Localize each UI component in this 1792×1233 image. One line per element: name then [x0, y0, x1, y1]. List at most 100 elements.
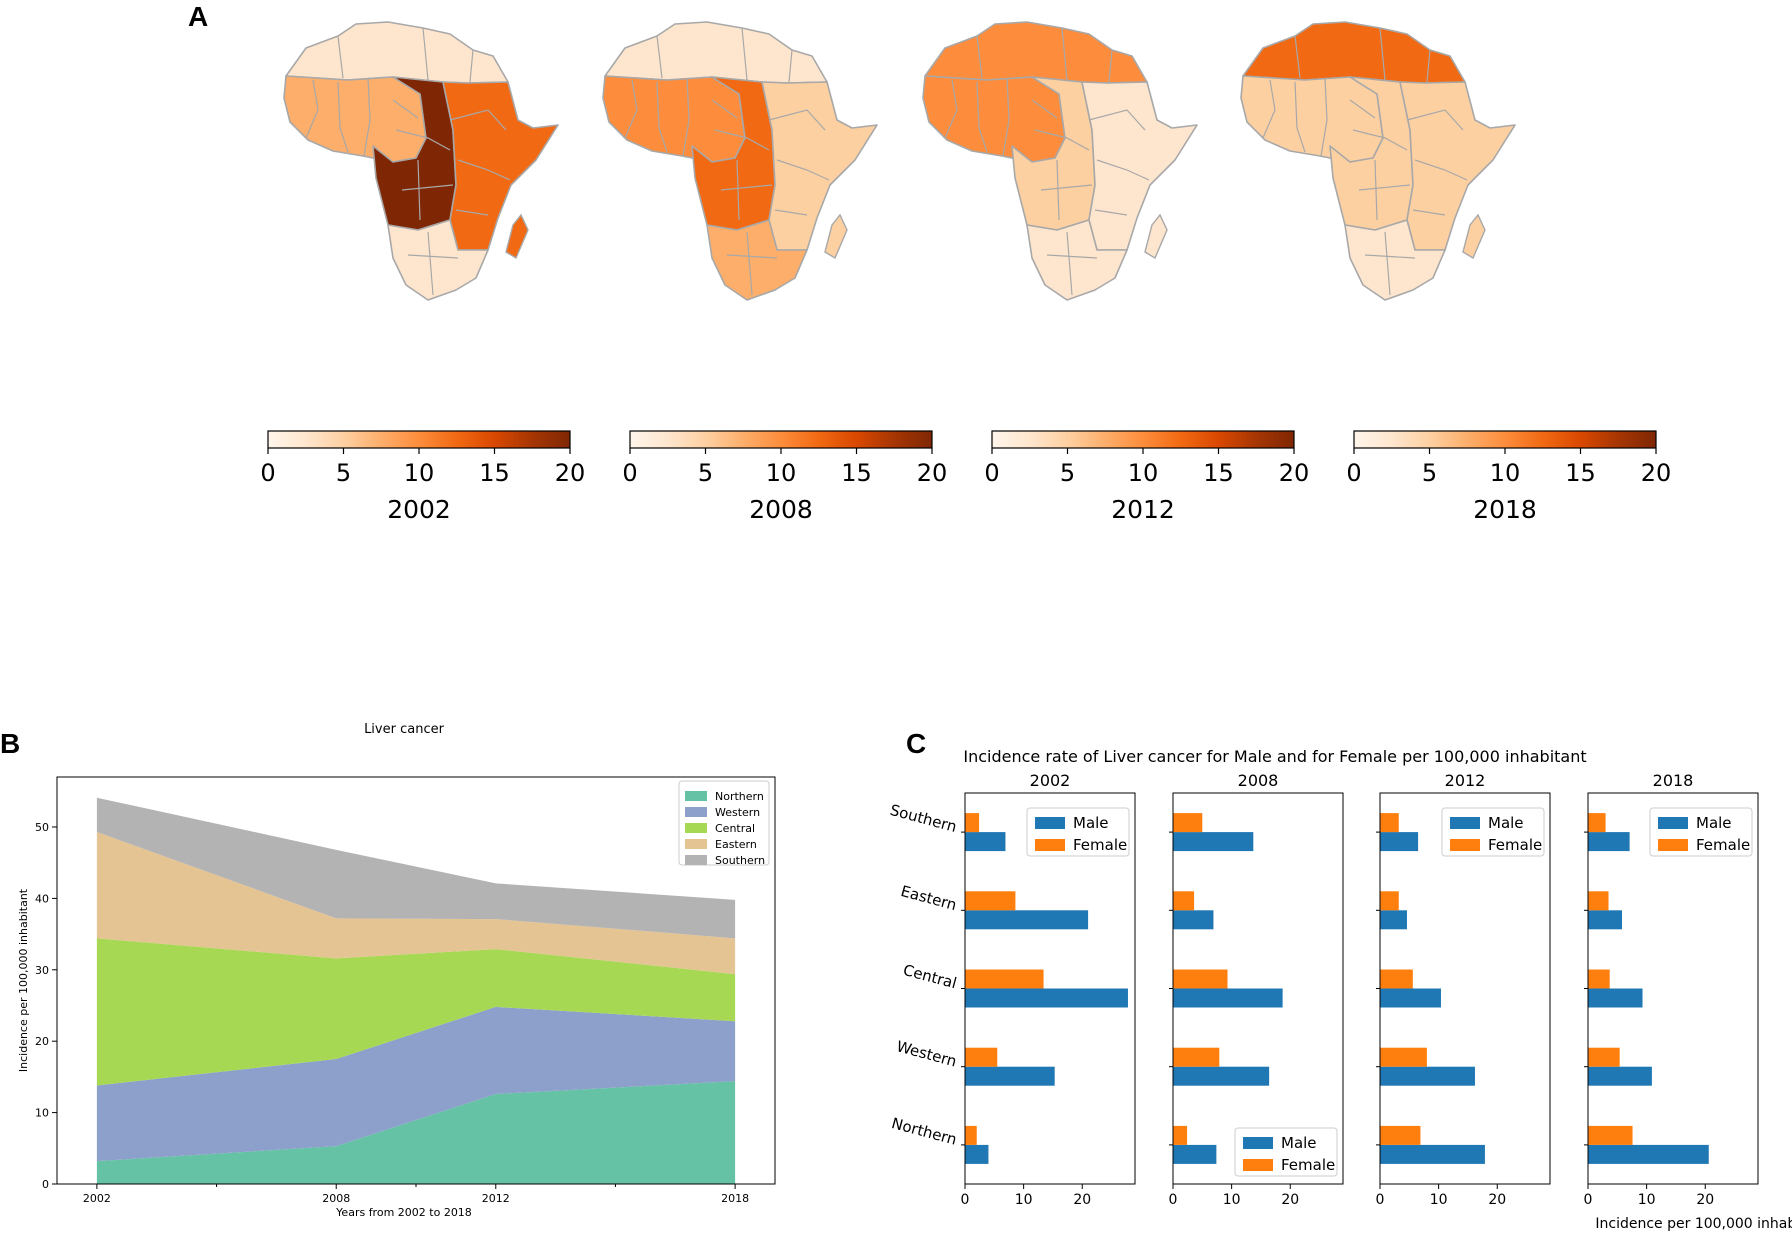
country-border — [395, 129, 451, 151]
bar-male-northern — [1173, 1144, 1217, 1164]
category-label-eastern: Eastern — [899, 882, 959, 914]
country-border — [1108, 49, 1113, 83]
colorbar-2008: 0 5 10 15 20 2008 — [622, 430, 948, 524]
country-border — [1046, 254, 1098, 259]
colorbar-2002: 0 5 10 15 20 2002 — [260, 430, 586, 524]
x-tick-label: 10 — [1223, 1192, 1241, 1208]
country-border — [944, 79, 958, 139]
country-border — [337, 35, 344, 79]
bar-male-eastern — [1380, 910, 1407, 930]
colorbar-tick-label: 20 — [555, 459, 586, 487]
country-border — [417, 159, 421, 221]
bar-female-southern — [1173, 813, 1203, 833]
country-border — [1034, 129, 1090, 151]
country-border — [741, 27, 748, 81]
country-border — [1294, 35, 1301, 79]
region-eastern — [442, 81, 559, 251]
legend-label-central: Central — [715, 822, 755, 835]
category-label-northern: Northern — [890, 1114, 959, 1149]
country-border — [768, 109, 826, 131]
legend-label-female: Female — [1488, 836, 1542, 854]
country-border — [1094, 209, 1128, 216]
panel-label-a: A — [188, 1, 208, 32]
x-tick-label: 10 — [1638, 1192, 1656, 1208]
region-northern — [1242, 21, 1466, 84]
country-border — [1002, 77, 1010, 157]
country-border — [305, 79, 319, 139]
country-border — [726, 254, 778, 259]
area-northern — [96, 1081, 736, 1184]
country-border — [1364, 254, 1416, 259]
region-western — [283, 75, 427, 163]
legend-swatch-female — [1243, 1159, 1273, 1171]
x-axis-label: Incidence per 100,000 inhabitant — [1595, 1216, 1792, 1232]
y-tick-label: 0 — [42, 1178, 49, 1191]
colorbar-tick-label: 10 — [1128, 459, 1159, 487]
legend-label-female: Female — [1696, 836, 1750, 854]
country-border — [711, 99, 738, 119]
africa-map-2012 — [922, 21, 1198, 301]
bar-male-eastern — [1173, 910, 1214, 930]
category-label-western: Western — [895, 1037, 959, 1070]
legend-swatch-female — [1658, 839, 1688, 851]
area-central — [96, 938, 736, 1086]
area-western — [96, 1006, 736, 1162]
colorbar-tick-label: 0 — [984, 459, 999, 487]
bar-female-southern — [965, 813, 980, 833]
colorbar-tick-label: 5 — [1422, 459, 1437, 487]
country-border — [1384, 231, 1391, 296]
bar-male-southern — [1380, 832, 1419, 852]
bar-female-southern — [1588, 813, 1606, 833]
country-border — [1414, 159, 1468, 181]
country-border — [1374, 159, 1378, 221]
colorbar-gradient — [267, 430, 571, 449]
bar-male-western — [965, 1066, 1055, 1086]
legend-swatch-central — [685, 823, 707, 833]
colorbar-gradient — [991, 430, 1295, 449]
region-eastern — [1081, 81, 1198, 251]
y-tick-label: 20 — [35, 1035, 49, 1048]
colorbar-tick-label: 20 — [917, 459, 948, 487]
region-madagascar — [1144, 213, 1168, 260]
y-tick-label: 30 — [35, 964, 49, 977]
legend-swatch-male — [1658, 817, 1688, 829]
region-madagascar — [824, 213, 848, 260]
country-border — [720, 184, 773, 191]
region-western — [1240, 75, 1384, 163]
africa-map-2018 — [1240, 21, 1516, 301]
country-border — [788, 49, 793, 83]
country-border — [1412, 209, 1446, 216]
country-border — [449, 109, 507, 131]
colorbar-year-label: 2002 — [387, 495, 451, 524]
colorbar-tick-label: 15 — [479, 459, 510, 487]
y-tick-label: 10 — [35, 1107, 49, 1120]
panel-year-title: 2002 — [1030, 771, 1071, 790]
legend-swatch-western — [685, 807, 707, 817]
y-axis-label: Incidence per 100,000 inhabitant — [17, 888, 30, 1072]
country-border — [656, 35, 663, 79]
bar-male-western — [1173, 1066, 1270, 1086]
panel-year-title: 2018 — [1653, 771, 1694, 790]
bar-female-eastern — [1173, 891, 1195, 911]
country-border — [363, 77, 371, 157]
bar-female-eastern — [965, 891, 1016, 911]
bar-female-central — [1380, 969, 1413, 989]
country-border — [422, 27, 429, 81]
colorbar-tick-label: 15 — [1203, 459, 1234, 487]
africa-map-2008 — [602, 21, 878, 301]
country-border — [736, 159, 740, 221]
panel-label-c: C — [906, 728, 926, 759]
bar-male-western — [1380, 1066, 1475, 1086]
country-border — [1040, 184, 1093, 191]
country-border — [656, 81, 668, 153]
x-tick-label: 10 — [1015, 1192, 1033, 1208]
country-border — [1096, 159, 1150, 181]
country-border — [457, 159, 511, 181]
country-border — [401, 184, 454, 191]
bar-female-northern — [1173, 1125, 1188, 1145]
colorbar-2018: 0 5 10 15 20 2018 — [1346, 430, 1671, 524]
bar-male-northern — [1380, 1144, 1485, 1164]
legend-label-southern: Southern — [715, 854, 765, 867]
country-border — [337, 81, 349, 153]
bar-female-eastern — [1588, 891, 1609, 911]
